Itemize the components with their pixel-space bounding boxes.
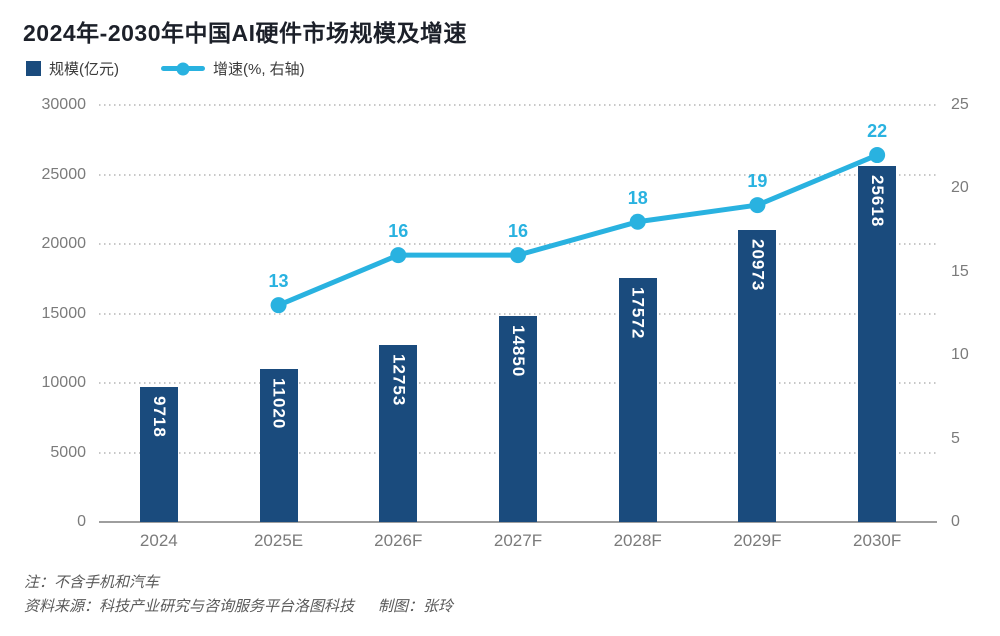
line-point-label: 18 [627, 187, 648, 208]
x-axis-line [99, 521, 937, 523]
line-point [749, 197, 766, 214]
gridline [99, 243, 937, 245]
bar-value-label: 11020 [269, 377, 289, 430]
bar-value-label: 14850 [509, 324, 528, 377]
y-axis-tick-right: 10 [951, 346, 969, 364]
line-series-marker-icon [161, 62, 205, 75]
bar-value-label: 9718 [149, 395, 169, 438]
line-point [390, 247, 407, 264]
line-series-dot-icon [176, 62, 190, 75]
x-axis-label: 2028F [613, 531, 662, 550]
y-axis-tick-left: 30000 [41, 96, 87, 113]
bar: 9718 [139, 386, 178, 522]
bar: 12753 [379, 344, 418, 522]
bar: 14850 [499, 315, 537, 522]
gridline [99, 104, 937, 106]
gridline [99, 312, 937, 315]
credit-text: 制图：张玲 [378, 598, 454, 615]
x-axis-label: 2024 [139, 531, 178, 550]
legend-item-scale: 规模(亿元) [26, 58, 119, 79]
line-point [510, 247, 526, 264]
legend-label-growth: 增速(%, 右轴) [213, 61, 305, 78]
y-axis-tick-right: 0 [951, 513, 960, 530]
line-point-label: 19 [747, 171, 768, 192]
y-axis-tick-right: 5 [951, 429, 960, 447]
trend-line-path [276, 152, 880, 308]
legend-item-growth: 增速(%, 右轴) [161, 58, 305, 79]
y-axis-tick-left: 25000 [41, 165, 87, 183]
source-text: 资料来源：科技产业研究与咨询服务平台洛图科技 [24, 598, 355, 615]
y-axis-tick-left: 0 [77, 513, 86, 530]
bar-series-swatch-icon [26, 61, 41, 76]
y-axis-tick-right: 25 [951, 96, 969, 113]
x-axis-label: 2027F [493, 531, 543, 550]
line-point-label: 16 [507, 221, 529, 242]
legend-label-scale: 规模(亿元) [49, 61, 119, 78]
y-axis-tick-right: 20 [951, 179, 969, 197]
x-axis-label: 2030F [853, 531, 902, 550]
bar: 25618 [858, 165, 897, 522]
chart-title: 2024年-2030年中国AI硬件市场规模及增速 [23, 20, 467, 46]
line-point [270, 297, 287, 314]
y-axis-tick-left: 5000 [50, 443, 86, 461]
line-point-label: 22 [867, 121, 888, 142]
x-axis-label: 2026F [374, 531, 423, 550]
x-axis-label: 2029F [733, 531, 782, 550]
bar: 11020 [259, 368, 298, 522]
line-point-label: 13 [268, 271, 289, 292]
y-axis-tick-right: 15 [951, 262, 969, 280]
line-point [629, 213, 646, 230]
bar: 17572 [618, 277, 657, 522]
x-axis-label: 2025E [253, 531, 304, 550]
footnote: 注：不含手机和汽车 [24, 574, 160, 591]
y-axis-tick-left: 20000 [41, 235, 87, 252]
bar: 20973 [738, 230, 777, 522]
gridline [99, 173, 937, 176]
legend: 规模(亿元) 增速(%, 右轴) [26, 58, 305, 79]
source-line: 资料来源：科技产业研究与咨询服务平台洛图科技 制图：张玲 [24, 595, 453, 619]
line-point-label: 16 [388, 221, 409, 242]
y-axis-tick-left: 15000 [41, 304, 87, 322]
bar-value-label: 12753 [389, 353, 409, 406]
line-point [869, 147, 886, 164]
bar-value-label: 25618 [868, 174, 888, 228]
bar-value-label: 17572 [628, 286, 648, 340]
y-axis-tick-left: 10000 [41, 374, 87, 391]
chart-footnotes: 注：不含手机和汽车 资料来源：科技产业研究与咨询服务平台洛图科技 制图：张玲 [24, 571, 453, 619]
bar-value-label: 20973 [748, 239, 768, 292]
